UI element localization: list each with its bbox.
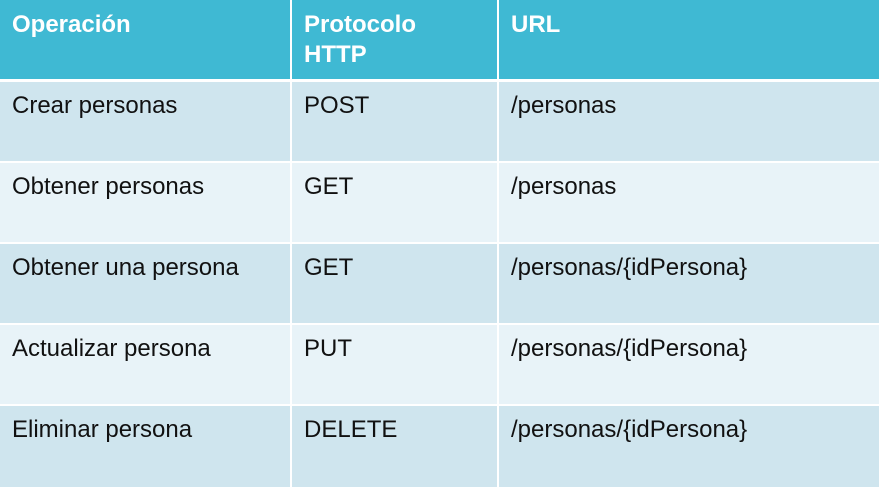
table-row-url: /personas <box>499 163 879 244</box>
table-row-protocol: DELETE <box>292 406 499 489</box>
table-row-protocol: PUT <box>292 325 499 406</box>
table-row-url: /personas/{idPersona} <box>499 325 879 406</box>
header-operation: Operación <box>0 0 292 82</box>
table-row-protocol: GET <box>292 163 499 244</box>
table-row-url: /personas/{idPersona} <box>499 406 879 489</box>
table-row-protocol: GET <box>292 244 499 325</box>
table-row-operation: Obtener una persona <box>0 244 292 325</box>
table-row-url: /personas <box>499 82 879 163</box>
table-row-operation: Obtener personas <box>0 163 292 244</box>
header-url: URL <box>499 0 879 82</box>
table-row-operation: Eliminar persona <box>0 406 292 489</box>
table-row-operation: Actualizar persona <box>0 325 292 406</box>
header-protocol: Protocolo HTTP <box>292 0 499 82</box>
table-row-operation: Crear personas <box>0 82 292 163</box>
table-row-url: /personas/{idPersona} <box>499 244 879 325</box>
table-row-protocol: POST <box>292 82 499 163</box>
